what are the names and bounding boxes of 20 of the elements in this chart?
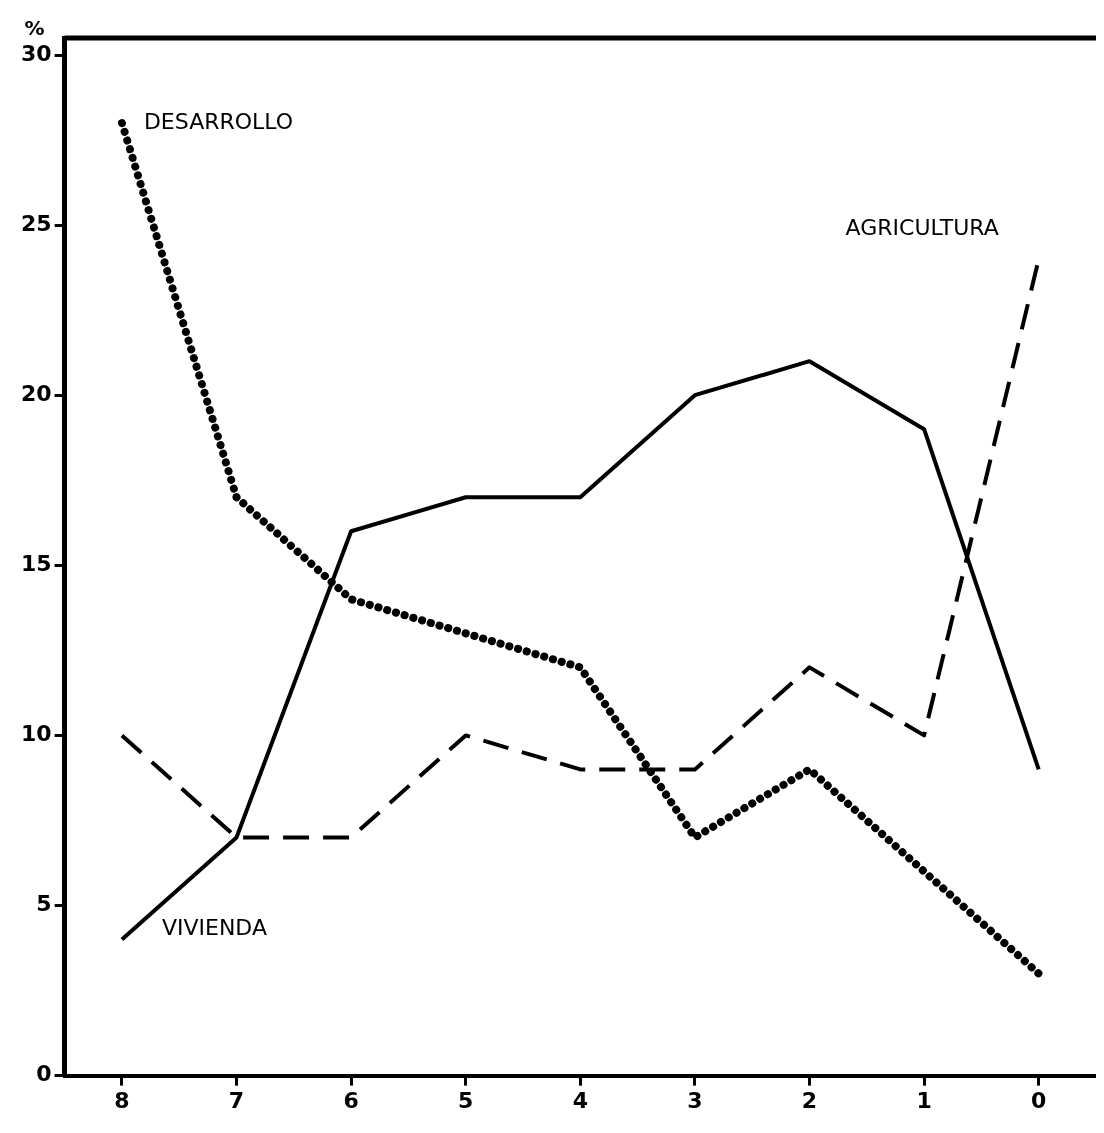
x-tick-label: 4 (572, 1087, 588, 1113)
y-tick-label: 15 (20, 551, 52, 577)
y-axis-title: % (24, 16, 45, 41)
x-tick-label: 3 (687, 1087, 703, 1113)
x-tick-label: 5 (458, 1087, 474, 1113)
text: AGRICULTURA (845, 214, 999, 240)
x-tick-label: 7 (228, 1087, 245, 1113)
y-tick-label: 30 (20, 40, 52, 66)
y-tick-label: 25 (20, 210, 52, 236)
x-tick-label: 1 (916, 1087, 932, 1113)
x-tick-label: 2 (801, 1087, 818, 1113)
x-tick-label: 6 (343, 1087, 359, 1113)
y-tick-label: 10 (20, 721, 52, 747)
y-tick-label: 20 (20, 380, 52, 406)
y-tick-label: 0 (36, 1061, 52, 1087)
y-tick-label: 5 (36, 891, 52, 917)
series-label: VIVIENDA (161, 915, 267, 941)
series-label: DESARROLLO (143, 108, 294, 134)
x-tick-label: 8 (114, 1087, 130, 1113)
x-tick-label: 0 (1031, 1087, 1047, 1113)
